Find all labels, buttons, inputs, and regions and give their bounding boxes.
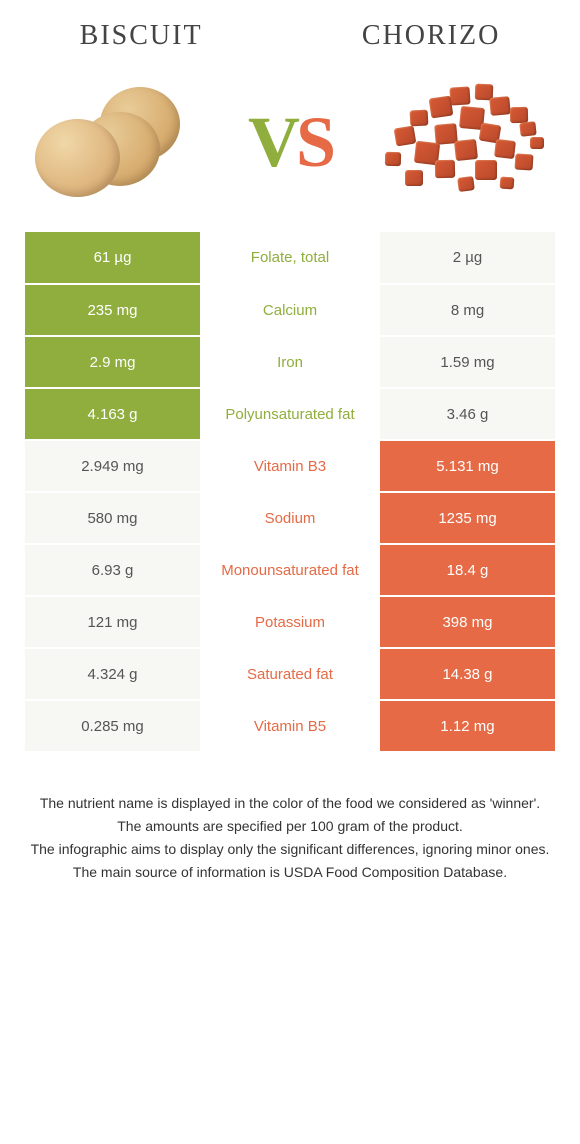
left-value: 121 mg <box>25 596 200 648</box>
left-value: 61 µg <box>25 232 200 284</box>
right-value: 14.38 g <box>380 648 555 700</box>
vs-s-letter: S <box>296 102 332 182</box>
nutrient-label: Potassium <box>200 596 380 648</box>
right-value: 1235 mg <box>380 492 555 544</box>
right-value: 1.12 mg <box>380 700 555 752</box>
footer-line-1: The nutrient name is displayed in the co… <box>30 793 550 814</box>
nutrient-label: Iron <box>200 336 380 388</box>
table-row: 0.285 mgVitamin B51.12 mg <box>25 700 555 752</box>
left-value: 580 mg <box>25 492 200 544</box>
right-value: 5.131 mg <box>380 440 555 492</box>
left-value: 2.9 mg <box>25 336 200 388</box>
nutrient-table: 61 µgFolate, total2 µg235 mgCalcium8 mg2… <box>25 232 555 753</box>
table-row: 580 mgSodium1235 mg <box>25 492 555 544</box>
table-row: 61 µgFolate, total2 µg <box>25 232 555 284</box>
right-value: 8 mg <box>380 284 555 336</box>
right-value: 2 µg <box>380 232 555 284</box>
table-row: 121 mgPotassium398 mg <box>25 596 555 648</box>
vs-label: VS <box>248 101 332 184</box>
vs-v-letter: V <box>248 102 296 182</box>
nutrient-label: Saturated fat <box>200 648 380 700</box>
left-value: 0.285 mg <box>25 700 200 752</box>
right-food-title: CHORIZO <box>362 20 500 52</box>
left-food-title: BISCUIT <box>80 20 203 52</box>
table-row: 235 mgCalcium8 mg <box>25 284 555 336</box>
nutrient-label: Sodium <box>200 492 380 544</box>
footer-line-2: The amounts are specified per 100 gram o… <box>30 816 550 837</box>
chorizo-image <box>380 82 550 202</box>
table-row: 2.9 mgIron1.59 mg <box>25 336 555 388</box>
table-row: 2.949 mgVitamin B35.131 mg <box>25 440 555 492</box>
left-value: 2.949 mg <box>25 440 200 492</box>
footer-notes: The nutrient name is displayed in the co… <box>0 753 580 883</box>
left-value: 6.93 g <box>25 544 200 596</box>
right-value: 18.4 g <box>380 544 555 596</box>
right-value: 1.59 mg <box>380 336 555 388</box>
table-row: 4.163 gPolyunsaturated fat3.46 g <box>25 388 555 440</box>
left-value: 4.324 g <box>25 648 200 700</box>
footer-line-3: The infographic aims to display only the… <box>30 839 550 860</box>
hero-row: VS <box>0 62 580 232</box>
table-row: 4.324 gSaturated fat14.38 g <box>25 648 555 700</box>
nutrient-label: Calcium <box>200 284 380 336</box>
left-value: 4.163 g <box>25 388 200 440</box>
nutrient-label: Polyunsaturated fat <box>200 388 380 440</box>
footer-line-4: The main source of information is USDA F… <box>30 862 550 883</box>
nutrient-label: Vitamin B5 <box>200 700 380 752</box>
table-row: 6.93 gMonounsaturated fat18.4 g <box>25 544 555 596</box>
left-value: 235 mg <box>25 284 200 336</box>
nutrient-label: Folate, total <box>200 232 380 284</box>
biscuit-image <box>30 82 200 202</box>
right-value: 3.46 g <box>380 388 555 440</box>
right-value: 398 mg <box>380 596 555 648</box>
nutrient-label: Vitamin B3 <box>200 440 380 492</box>
nutrient-label: Monounsaturated fat <box>200 544 380 596</box>
header: BISCUIT CHORIZO <box>0 0 580 62</box>
